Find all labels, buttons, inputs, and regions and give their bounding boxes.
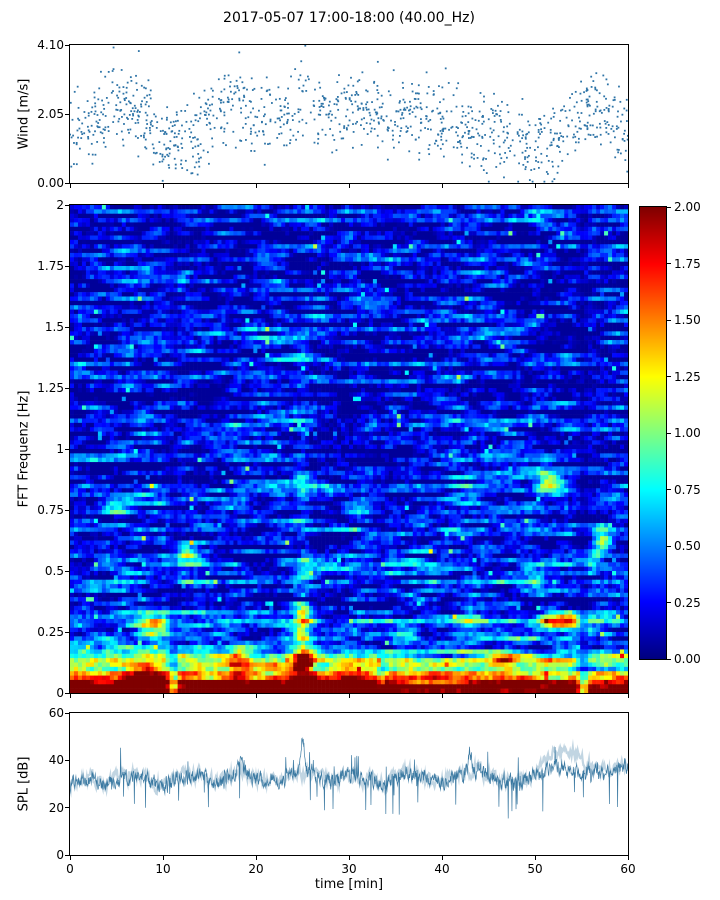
tick-label: 1: [56, 442, 64, 456]
tick-mark: [69, 856, 71, 860]
tick-mark: [667, 545, 671, 547]
tick-mark: [667, 319, 671, 321]
tick-label: 1.00: [674, 426, 701, 440]
tick-mark: [162, 184, 164, 188]
tick-mark: [65, 631, 69, 633]
tick-label: 0.50: [674, 539, 701, 553]
tick-mark: [441, 694, 443, 698]
tick-label: 20: [48, 800, 64, 815]
tick-label: 1.5: [44, 320, 64, 334]
tick-mark: [162, 694, 164, 698]
figure-title: 2017-05-07 17:00-18:00 (40.00_Hz): [223, 10, 475, 26]
tick-label: 30: [341, 862, 357, 876]
tick-mark: [667, 489, 671, 490]
tick-label: 0.5: [44, 564, 64, 578]
tick-mark: [534, 184, 536, 188]
tick-label: 2.05: [37, 107, 64, 121]
tick-mark: [65, 265, 69, 267]
tick-label: 1.25: [37, 381, 64, 395]
tick-mark: [441, 856, 443, 860]
tick-mark: [667, 263, 671, 264]
tick-mark: [667, 658, 671, 660]
x-axis-label: time [min]: [314, 877, 384, 892]
tick-label: 60: [48, 706, 64, 720]
tick-label: 1.75: [37, 259, 64, 273]
tick-mark: [348, 856, 350, 860]
tick-label: 0.75: [674, 482, 701, 497]
tick-mark: [65, 759, 69, 761]
tick-label: 0.75: [37, 503, 64, 517]
tick-mark: [65, 692, 69, 694]
tick-label: 10: [155, 862, 171, 876]
tick-mark: [65, 807, 69, 809]
tick-label: 60: [620, 862, 636, 876]
tick-mark: [255, 694, 257, 698]
tick-label: 0.00: [674, 652, 701, 666]
tick-label: 0: [56, 686, 64, 700]
tick-mark: [348, 694, 350, 698]
tick-mark: [441, 184, 443, 188]
tick-mark: [65, 509, 69, 511]
tick-mark: [534, 694, 536, 698]
tick-label: 0.00: [37, 176, 64, 190]
tick-label: 4.10: [37, 38, 64, 52]
tick-label: 2.00: [674, 200, 701, 214]
wind-scatter-plot: [69, 44, 629, 184]
tick-mark: [667, 206, 671, 208]
tick-label: 1.50: [674, 313, 701, 327]
tick-label: 40: [434, 862, 450, 876]
tick-mark: [627, 184, 629, 188]
tick-mark: [69, 694, 71, 698]
spl-line-plot: [69, 712, 629, 856]
tick-mark: [65, 44, 69, 46]
tick-mark: [255, 856, 257, 860]
tick-mark: [348, 184, 350, 188]
tick-mark: [667, 376, 671, 377]
tick-mark: [65, 712, 69, 714]
tick-mark: [65, 570, 69, 572]
tick-mark: [667, 602, 671, 603]
tick-label: 50: [527, 862, 543, 876]
tick-mark: [65, 448, 69, 450]
tick-mark: [667, 432, 671, 434]
tick-mark: [65, 854, 69, 856]
colorbar: [639, 206, 667, 660]
tick-mark: [69, 184, 71, 188]
tick-mark: [65, 326, 69, 328]
spectrogram-plot: [69, 204, 629, 694]
tick-label: 0: [66, 862, 74, 876]
tick-label: 0: [56, 848, 64, 862]
tick-label: 0.25: [37, 625, 64, 639]
tick-label: 1.25: [674, 369, 701, 384]
tick-mark: [65, 387, 69, 389]
tick-label: 1.75: [674, 256, 701, 271]
tick-label: 20: [248, 862, 264, 876]
tick-label: 2: [56, 198, 64, 212]
tick-mark: [65, 204, 69, 206]
tick-mark: [627, 856, 629, 860]
tick-mark: [162, 856, 164, 860]
tick-mark: [534, 856, 536, 860]
tick-mark: [65, 113, 69, 115]
tick-label: 40: [48, 753, 64, 768]
tick-mark: [65, 182, 69, 184]
tick-mark: [627, 694, 629, 698]
tick-label: 0.25: [674, 595, 701, 610]
tick-mark: [255, 184, 257, 188]
